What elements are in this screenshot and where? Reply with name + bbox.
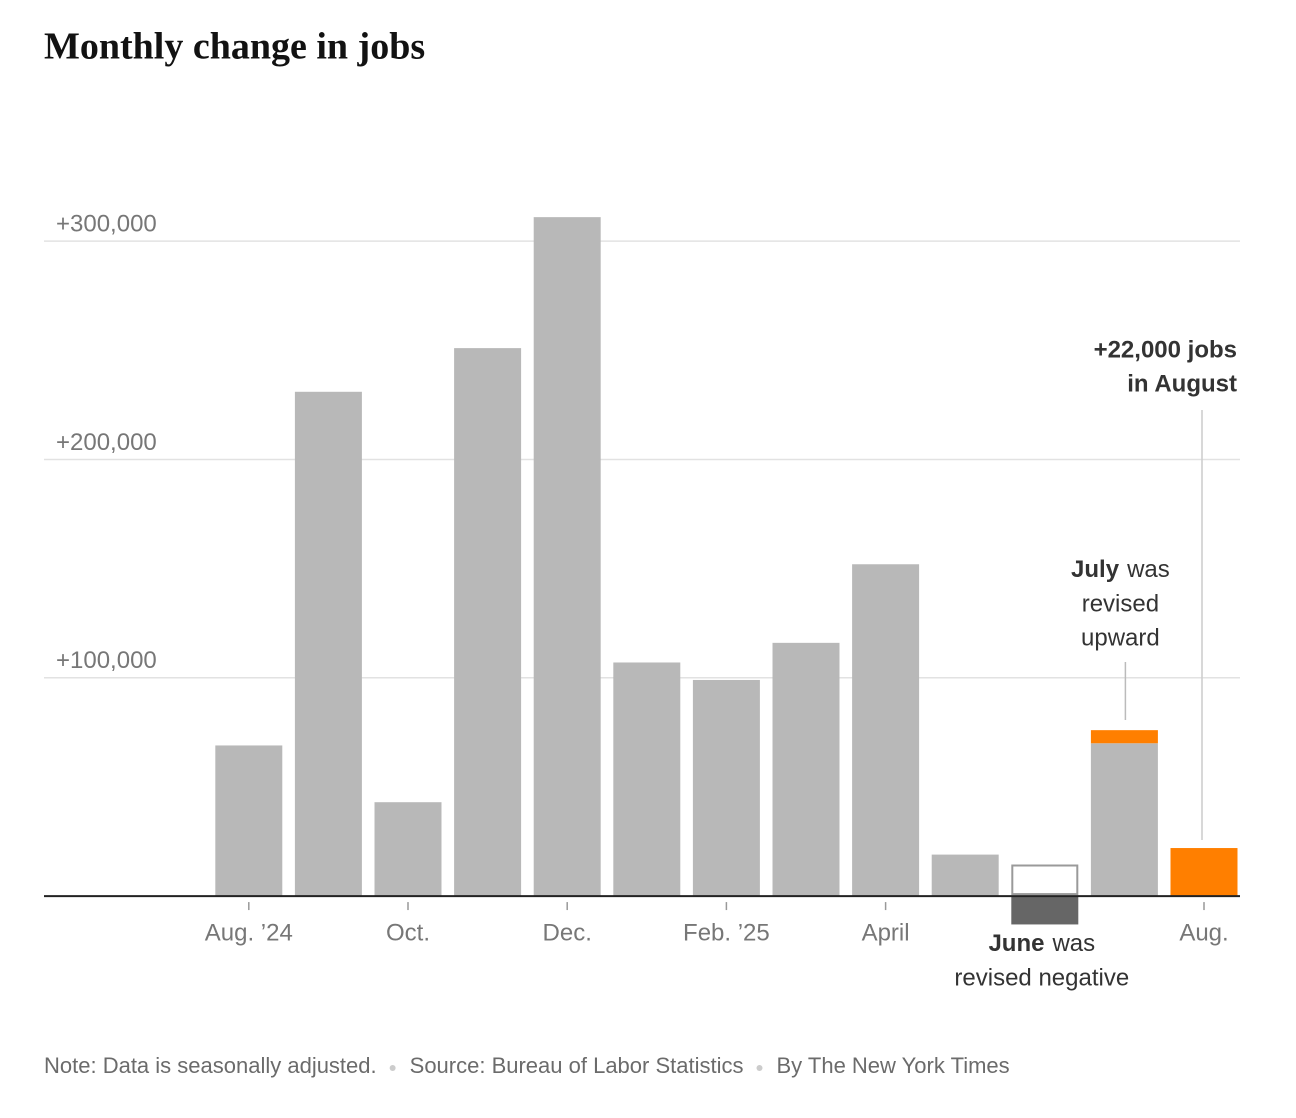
annotation: in August [1127, 370, 1237, 397]
bar [852, 564, 920, 897]
x-tick-label: Dec. [543, 919, 592, 946]
bar [692, 679, 760, 897]
x-tick-label: Aug. ’24 [205, 919, 293, 946]
footer-text: Source: Bureau of Labor Statistics [410, 1053, 744, 1078]
bar [454, 348, 522, 897]
chart-title: Monthly change in jobs [44, 26, 425, 68]
annotation-text: was [1051, 930, 1095, 957]
bar [931, 854, 999, 897]
y-tick-label: +300,000 [56, 210, 157, 237]
bar [1170, 848, 1238, 897]
bar [1090, 730, 1158, 744]
y-tick-label: +100,000 [56, 647, 157, 674]
x-tick-label: Feb. ’25 [683, 919, 770, 946]
annotation: July was [1071, 556, 1170, 583]
annotation: upward [1081, 624, 1160, 651]
bar [1011, 896, 1079, 925]
bar [772, 642, 840, 897]
separator [756, 1065, 763, 1071]
annotation: revised negative [954, 964, 1129, 991]
bar [613, 662, 681, 897]
annotation-bold: June [988, 930, 1044, 957]
bar [533, 217, 601, 897]
x-tick-label: Oct. [386, 919, 430, 946]
x-tick-label: April [862, 919, 910, 946]
y-tick-label: +200,000 [56, 429, 157, 456]
bar [1090, 743, 1158, 897]
x-tick-label: Aug. [1179, 919, 1228, 946]
footer-text: By The New York Times [777, 1053, 1010, 1078]
footer-text: Note: Data is seasonally adjusted. [44, 1053, 377, 1078]
bar [215, 745, 283, 897]
annotation: June was [988, 930, 1095, 957]
bar [374, 802, 442, 897]
bar [1011, 864, 1079, 896]
annotation-bold: July [1071, 556, 1120, 583]
annotation: revised [1082, 590, 1159, 617]
separator [389, 1065, 396, 1071]
annotation: +22,000 jobs [1094, 336, 1237, 363]
annotation-text: was [1126, 556, 1170, 583]
bar [294, 391, 362, 897]
